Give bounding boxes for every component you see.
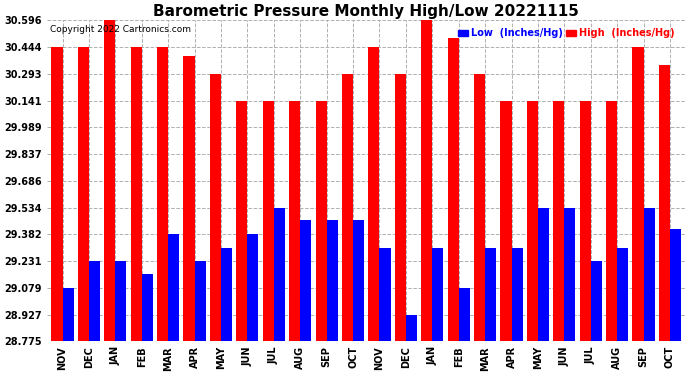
- Bar: [326, 220, 337, 341]
- Bar: [591, 261, 602, 341]
- Bar: [52, 47, 63, 341]
- Bar: [195, 261, 206, 341]
- Bar: [617, 248, 629, 341]
- Bar: [474, 74, 485, 341]
- Bar: [115, 261, 126, 341]
- Bar: [421, 20, 432, 341]
- Bar: [248, 234, 259, 341]
- Bar: [527, 100, 538, 341]
- Bar: [670, 230, 681, 341]
- Bar: [633, 47, 644, 341]
- Bar: [289, 100, 300, 341]
- Bar: [659, 65, 670, 341]
- Title: Barometric Pressure Monthly High/Low 20221115: Barometric Pressure Monthly High/Low 202…: [153, 4, 579, 19]
- Bar: [500, 100, 511, 341]
- Bar: [538, 207, 549, 341]
- Bar: [580, 100, 591, 341]
- Bar: [130, 47, 141, 341]
- Bar: [406, 315, 417, 341]
- Bar: [448, 39, 459, 341]
- Bar: [564, 207, 575, 341]
- Bar: [63, 288, 74, 341]
- Bar: [221, 248, 232, 341]
- Bar: [78, 47, 89, 341]
- Bar: [300, 220, 311, 341]
- Bar: [644, 207, 655, 341]
- Bar: [395, 74, 406, 341]
- Bar: [485, 248, 496, 341]
- Bar: [141, 274, 152, 341]
- Bar: [157, 47, 168, 341]
- Bar: [104, 20, 115, 341]
- Bar: [342, 74, 353, 341]
- Bar: [368, 47, 380, 341]
- Bar: [380, 248, 391, 341]
- Bar: [315, 100, 326, 341]
- Bar: [459, 288, 470, 341]
- Bar: [263, 100, 274, 341]
- Bar: [89, 261, 100, 341]
- Bar: [184, 56, 195, 341]
- Bar: [511, 248, 522, 341]
- Bar: [168, 234, 179, 341]
- Legend: Low  (Inches/Hg), High  (Inches/Hg): Low (Inches/Hg), High (Inches/Hg): [458, 28, 675, 38]
- Bar: [606, 100, 617, 341]
- Bar: [236, 100, 248, 341]
- Text: Copyright 2022 Cartronics.com: Copyright 2022 Cartronics.com: [50, 25, 191, 34]
- Bar: [353, 220, 364, 341]
- Bar: [274, 207, 285, 341]
- Bar: [432, 248, 444, 341]
- Bar: [553, 100, 564, 341]
- Bar: [210, 74, 221, 341]
